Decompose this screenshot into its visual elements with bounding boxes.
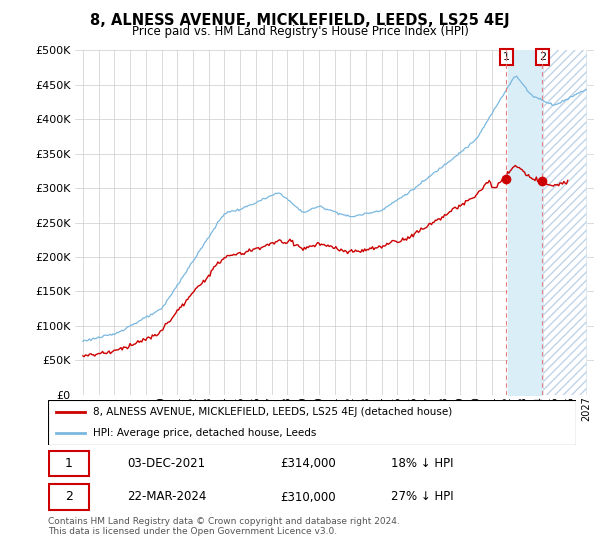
Text: £310,000: £310,000 (280, 491, 336, 503)
FancyBboxPatch shape (49, 451, 89, 476)
Text: 8, ALNESS AVENUE, MICKLEFIELD, LEEDS, LS25 4EJ (detached house): 8, ALNESS AVENUE, MICKLEFIELD, LEEDS, LS… (93, 408, 452, 418)
Text: 18% ↓ HPI: 18% ↓ HPI (391, 457, 454, 470)
Text: 8, ALNESS AVENUE, MICKLEFIELD, LEEDS, LS25 4EJ: 8, ALNESS AVENUE, MICKLEFIELD, LEEDS, LS… (90, 13, 510, 29)
Text: 2: 2 (539, 52, 546, 62)
Text: 2: 2 (65, 491, 73, 503)
Text: £314,000: £314,000 (280, 457, 336, 470)
FancyBboxPatch shape (49, 484, 89, 510)
Text: 1: 1 (503, 52, 510, 62)
Text: 22-MAR-2024: 22-MAR-2024 (127, 491, 206, 503)
Text: HPI: Average price, detached house, Leeds: HPI: Average price, detached house, Leed… (93, 428, 316, 438)
Text: 03-DEC-2021: 03-DEC-2021 (127, 457, 205, 470)
Text: 27% ↓ HPI: 27% ↓ HPI (391, 491, 454, 503)
FancyBboxPatch shape (48, 400, 576, 445)
Text: Price paid vs. HM Land Registry's House Price Index (HPI): Price paid vs. HM Land Registry's House … (131, 25, 469, 38)
Text: 1: 1 (65, 457, 73, 470)
Text: Contains HM Land Registry data © Crown copyright and database right 2024.
This d: Contains HM Land Registry data © Crown c… (48, 517, 400, 536)
